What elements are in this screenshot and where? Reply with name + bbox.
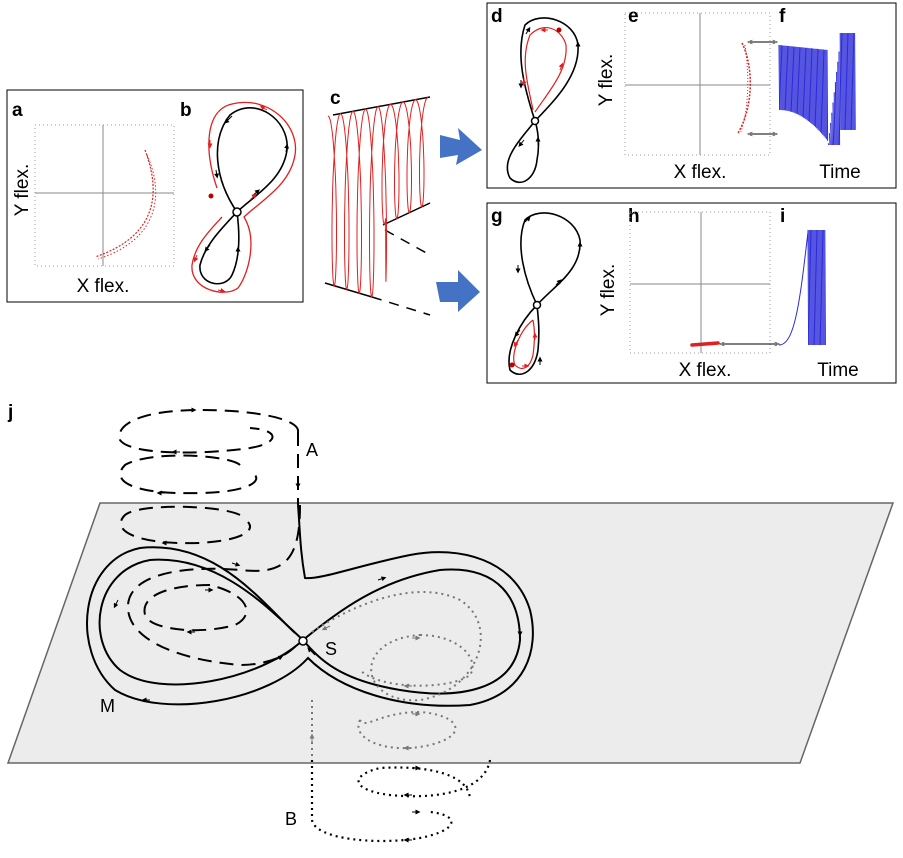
panel-label-d: d <box>491 6 503 27</box>
signal-f <box>778 32 856 146</box>
trajectory-a <box>94 149 154 258</box>
x-axis-label-i: Time <box>817 360 859 381</box>
panel-label-c: c <box>330 88 341 109</box>
panel-ghi: g h Y flex. X flex. i Time <box>486 202 897 384</box>
figure-eight-g <box>508 212 583 375</box>
panel-ab: a Y flex. X flex. b <box>6 89 304 303</box>
y-axis-label-e: Y flex. <box>596 54 617 106</box>
x-axis-label-h: X flex. <box>679 360 732 381</box>
panel-label-i: i <box>780 206 785 227</box>
arrow-right-icon <box>440 128 482 165</box>
panel-label-e: e <box>628 6 639 27</box>
figure-eight-b <box>191 101 297 293</box>
saddle-point <box>298 636 308 646</box>
point-label-M: M <box>100 696 115 716</box>
signal-i <box>778 229 826 346</box>
panel-label-b: b <box>180 100 192 121</box>
plot-e <box>624 12 775 156</box>
signal-trace <box>778 32 856 146</box>
panel-label-g: g <box>491 206 503 227</box>
oscillation-c <box>327 96 429 299</box>
panel-c: c <box>324 88 431 316</box>
panel-label-h: h <box>628 206 640 227</box>
x-axis-label-f: Time <box>819 162 861 183</box>
signal-rise <box>778 231 809 346</box>
panel-j: j <box>6 402 895 843</box>
arrow-right-icon <box>436 270 480 312</box>
point-label-S: S <box>325 639 337 659</box>
panel-label-f: f <box>779 6 786 27</box>
panel-label-j: j <box>7 402 13 423</box>
y-axis-label-h: Y flex. <box>598 264 619 316</box>
panel-label-a: a <box>12 100 23 121</box>
point-label-A: A <box>306 440 318 460</box>
plot-a <box>34 124 175 267</box>
signal-trace <box>807 229 826 346</box>
figure-eight-d <box>506 17 581 184</box>
panel-def: d e Y flex. X flex. f <box>486 2 897 189</box>
point-label-B: B <box>285 809 297 829</box>
x-axis-label-e: X flex. <box>674 162 727 183</box>
x-axis-label-a: X flex. <box>77 276 130 297</box>
y-axis-label-a: Y flex. <box>12 164 33 216</box>
plot-h <box>629 211 777 354</box>
